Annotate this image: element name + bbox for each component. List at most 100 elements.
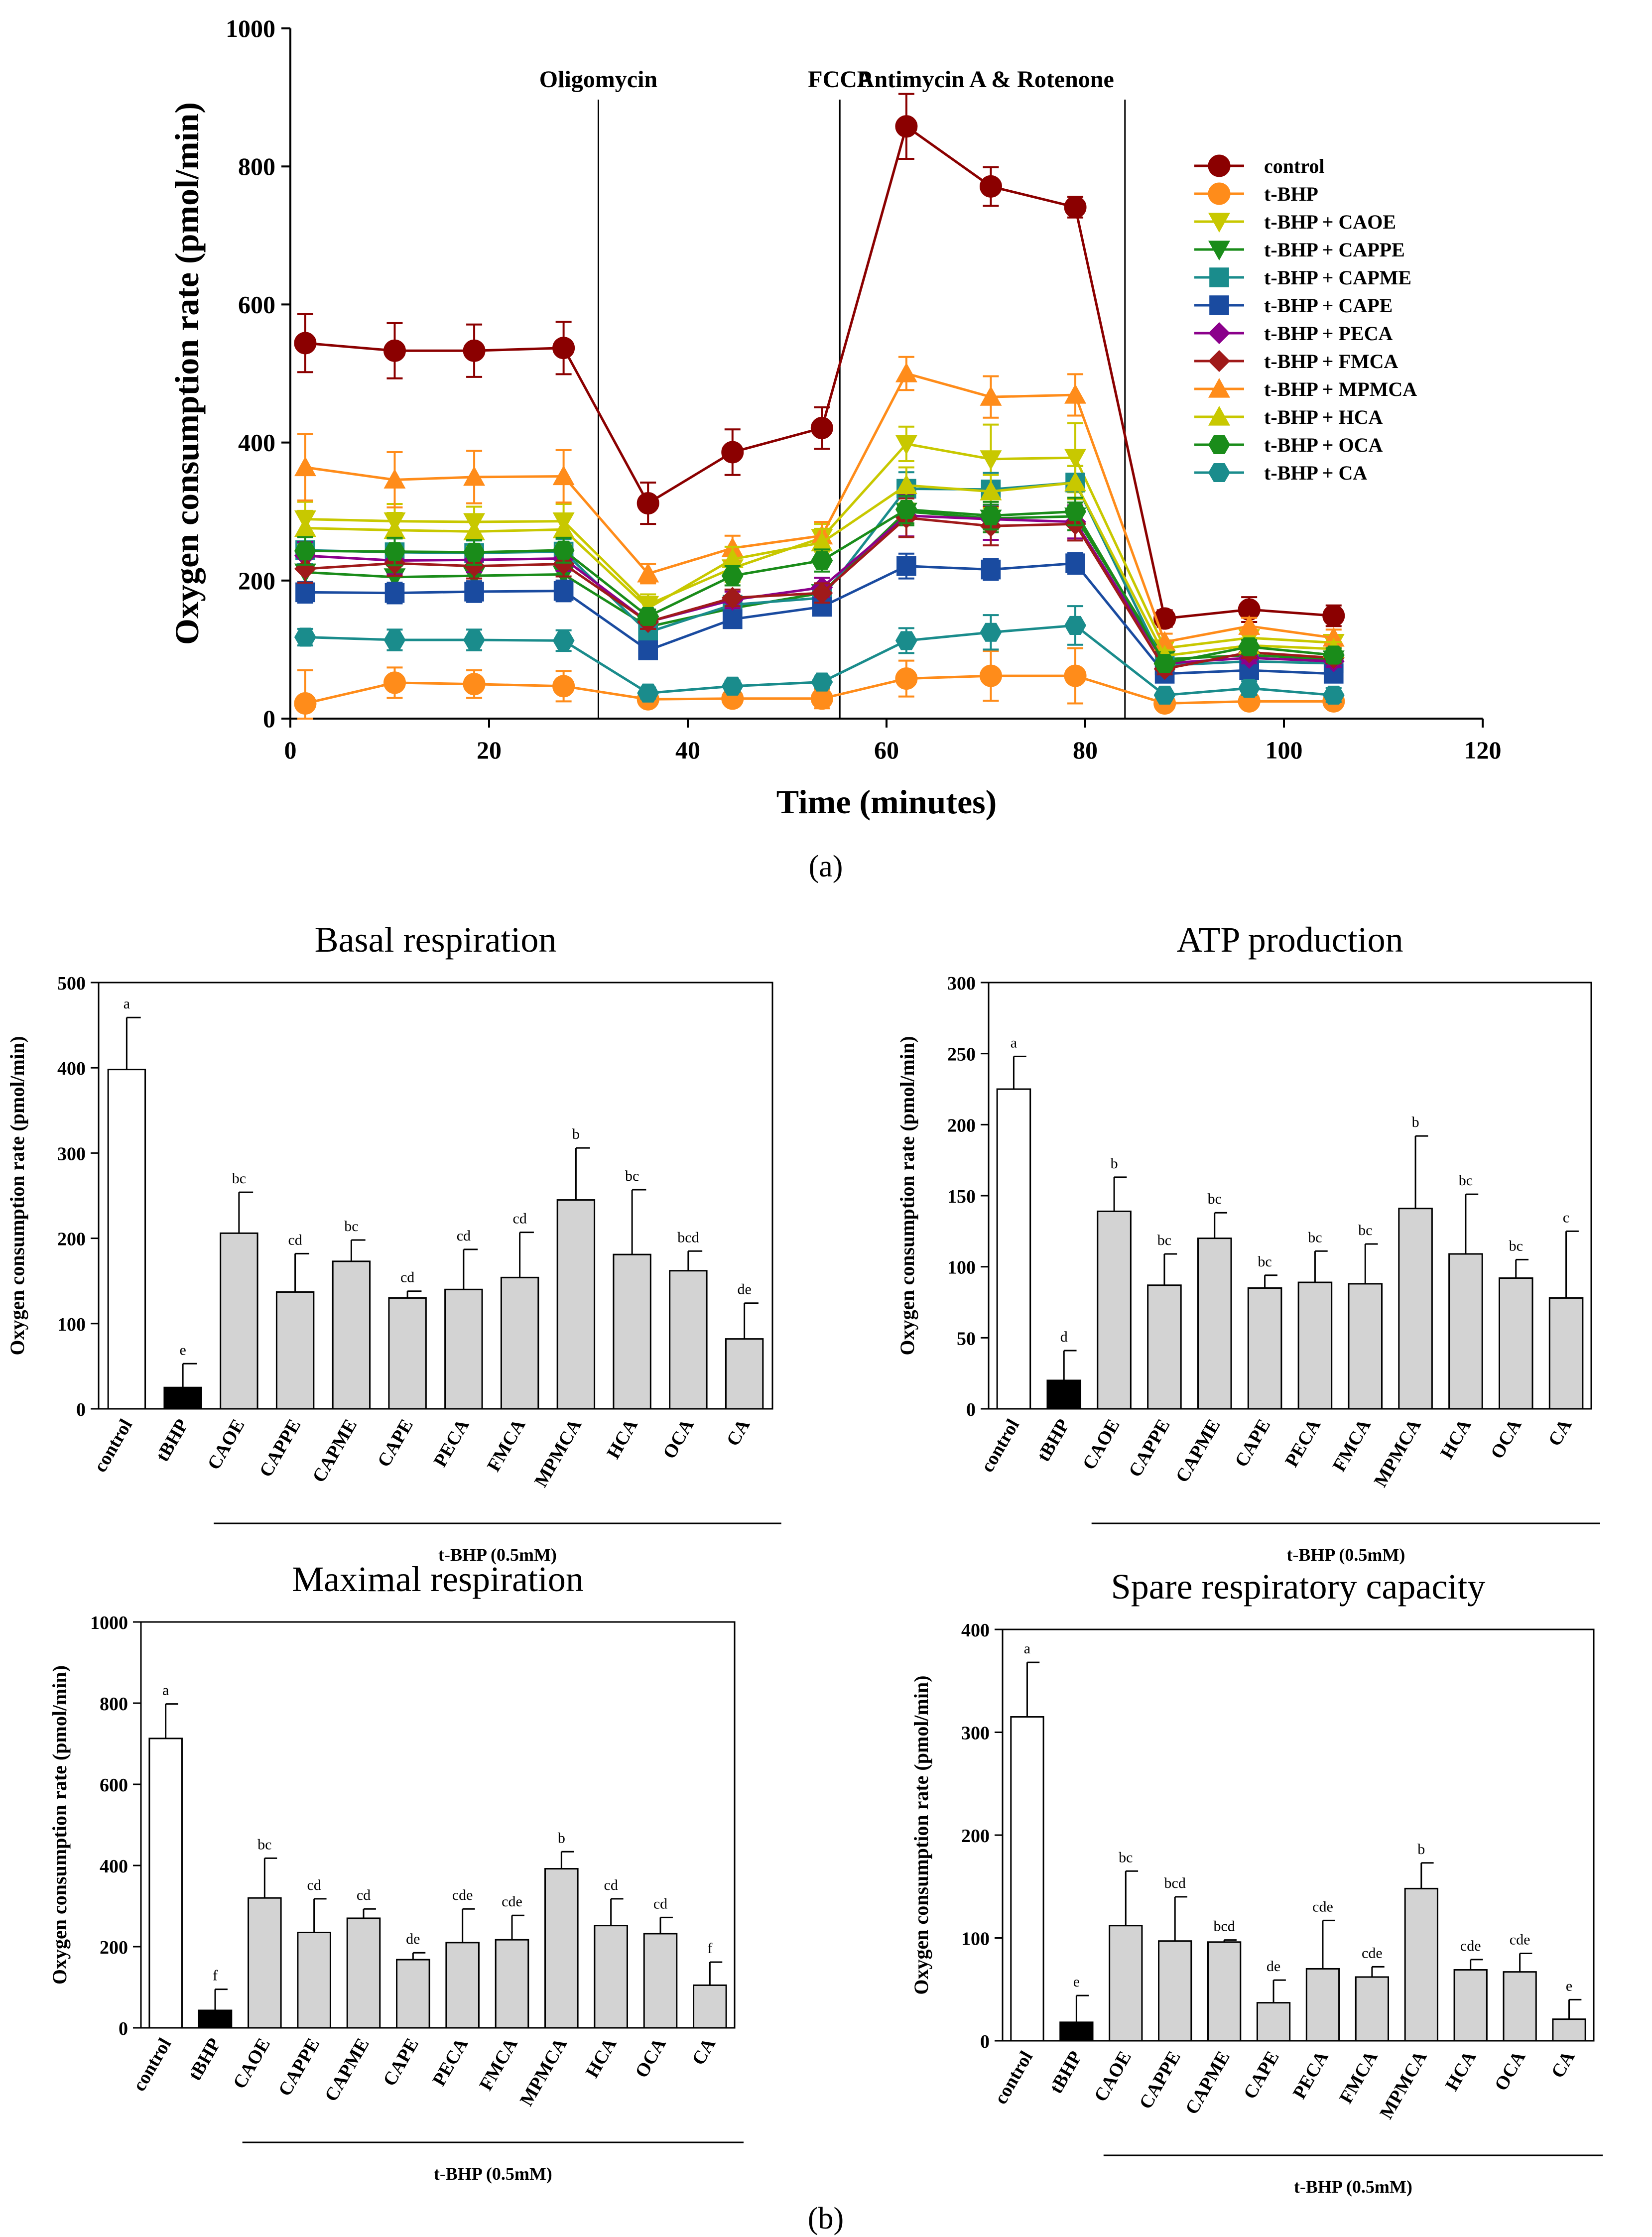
x-tick-label: OCA xyxy=(1491,2047,1530,2095)
bar-cappe xyxy=(1147,1284,1182,1410)
bar-caoe xyxy=(248,1897,282,2029)
x-tick-label: control xyxy=(90,1416,136,1476)
x-tick-label: HCA xyxy=(603,1415,642,1463)
data-point xyxy=(895,631,917,650)
legend-label: t-BHP + CAPME xyxy=(1264,266,1411,289)
x-tick-label: control xyxy=(990,2048,1037,2108)
legend-marker xyxy=(1208,182,1231,205)
bar-control xyxy=(1010,1716,1044,2042)
bar-group-caoe: bc CAOE xyxy=(203,1170,258,1474)
x-tick-label: CA xyxy=(1547,2047,1579,2082)
bar-group-tbhp: f tBHP xyxy=(184,1968,233,2085)
data-point xyxy=(979,664,1002,687)
panel-a-label: (a) xyxy=(809,850,843,883)
y-tick-label: 100 xyxy=(57,1314,86,1335)
significance-letter: e xyxy=(179,1342,186,1358)
x-tick-label: 120 xyxy=(1464,736,1502,764)
bar-capme xyxy=(1207,1941,1242,2042)
significance-letter: cd xyxy=(307,1877,321,1893)
significance-letter: bc xyxy=(1258,1253,1271,1270)
legend-entry-t-bhp-ca: t-BHP + CA xyxy=(1194,462,1367,484)
legend-label: t-BHP + MPMCA xyxy=(1264,378,1417,400)
bar-peca xyxy=(445,1942,480,2029)
data-point xyxy=(552,337,575,360)
data-point xyxy=(895,667,918,690)
x-axis-label: Time (minutes) xyxy=(776,783,997,821)
x-tick-label: CAPE xyxy=(1231,1416,1274,1471)
bar-group-oca: bc OCA xyxy=(1487,1238,1533,1463)
bar-ca xyxy=(1548,1297,1584,1410)
significance-letter: cde xyxy=(1510,1931,1530,1948)
bar-fmca xyxy=(1348,1283,1383,1410)
data-point xyxy=(294,517,316,537)
x-tick-label: FMCA xyxy=(475,2034,522,2094)
bar-caoe xyxy=(1109,1925,1143,2042)
x-tick-label: CAPE xyxy=(1240,2048,1283,2103)
data-point xyxy=(463,542,486,562)
data-point xyxy=(383,542,406,561)
bar-group-control: a control xyxy=(128,1682,183,2095)
x-tick-label: tBHP xyxy=(184,2035,225,2085)
x-tick-label: OCA xyxy=(1487,1415,1526,1463)
data-point xyxy=(294,627,316,647)
legend-marker xyxy=(1208,241,1230,260)
data-point xyxy=(552,518,575,538)
data-point xyxy=(810,416,833,439)
treatment-group-label: t-BHP (0.5mM) xyxy=(434,2164,552,2184)
plot-frame xyxy=(98,982,773,1410)
bar-group-cape: de CAPE xyxy=(1240,1958,1291,2103)
y-tick-label: 100 xyxy=(961,1929,990,1950)
significance-letter: bc xyxy=(1358,1222,1372,1239)
legend-marker xyxy=(1208,213,1230,233)
bar-group-peca: cd PECA xyxy=(430,1228,483,1471)
legend-label: t-BHP + OCA xyxy=(1264,434,1383,456)
bar-group-peca: bc PECA xyxy=(1281,1229,1333,1471)
data-point xyxy=(1064,471,1087,492)
bar-group-tbhp: d tBHP xyxy=(1033,1329,1082,1465)
x-tick-label: tBHP xyxy=(1045,2048,1086,2098)
data-point xyxy=(722,609,743,629)
data-point xyxy=(463,630,486,650)
significance-letter: b xyxy=(1412,1114,1419,1130)
data-point xyxy=(383,630,406,650)
significance-letter: cde xyxy=(502,1893,522,1910)
y-tick-label: 0 xyxy=(119,2018,128,2039)
bar-group-hca: cd HCA xyxy=(582,1877,628,2082)
data-point xyxy=(721,441,744,464)
data-point xyxy=(295,582,315,603)
bar-mpmca xyxy=(1404,1887,1438,2042)
significance-letter: a xyxy=(1011,1034,1017,1051)
x-tick-label: 0 xyxy=(284,736,297,764)
data-point xyxy=(895,115,918,138)
x-tick-label: 100 xyxy=(1266,736,1303,764)
data-point xyxy=(1322,604,1345,627)
y-tick-label: 200 xyxy=(100,1937,128,1958)
legend-entry-control: control xyxy=(1194,154,1324,177)
injection-label-fccp: FCCP xyxy=(808,66,872,93)
bar-fmca xyxy=(500,1276,539,1410)
x-tick-label: CAPPE xyxy=(274,2035,324,2100)
data-point xyxy=(1322,645,1345,665)
bar-tbhp xyxy=(1046,1379,1082,1410)
bar-cappe xyxy=(1158,1940,1192,2042)
data-point xyxy=(294,332,317,355)
significance-letter: f xyxy=(213,1968,218,1984)
legend-marker xyxy=(1208,350,1230,372)
significance-letter: bc xyxy=(625,1168,639,1184)
data-point xyxy=(1238,615,1261,635)
basal-respiration-chart: Basal respiration 0 100 200 300 400 500 Oxygen … xyxy=(6,920,781,1565)
data-point xyxy=(1064,196,1087,219)
data-point xyxy=(721,587,744,609)
bar-group-ca: f CA xyxy=(688,1940,727,2069)
data-point xyxy=(552,631,575,650)
x-tick-label: PECA xyxy=(1281,1415,1325,1471)
bar-group-hca: cde HCA xyxy=(1441,1938,1488,2095)
bar-group-ca: e CA xyxy=(1547,1978,1586,2082)
y-axis-label: Oxygen consumption rate (pmol/min) xyxy=(6,1036,28,1355)
bar-group-caoe: bc CAOE xyxy=(229,1836,282,2093)
significance-letter: bcd xyxy=(1164,1875,1186,1891)
data-point xyxy=(464,582,484,602)
bar-group-cappe: bc CAPPE xyxy=(1125,1232,1182,1481)
data-point xyxy=(463,520,486,540)
plot-frame xyxy=(140,1621,736,2029)
